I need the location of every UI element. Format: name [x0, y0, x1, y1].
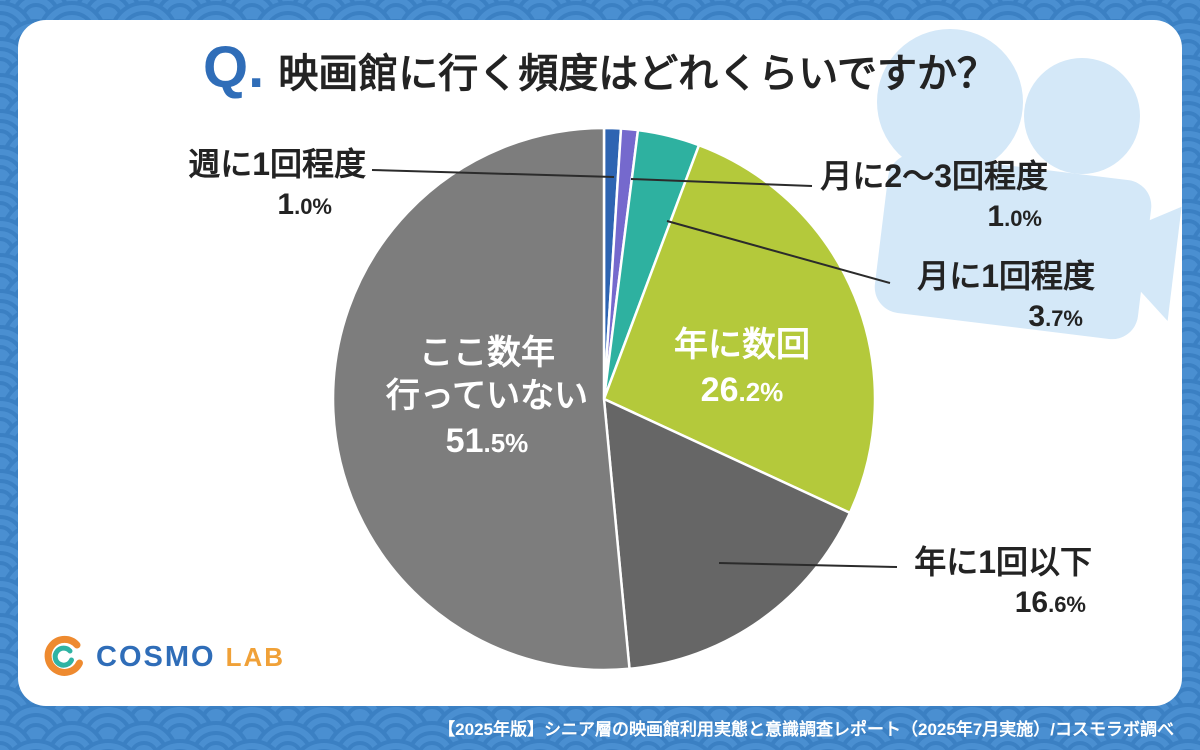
segment-label-text: ここ数年	[419, 334, 555, 372]
callout-once-a-year-or-less: 年に1回以下 16.6%	[848, 544, 1092, 620]
segment-percentage: 26.2%	[700, 370, 784, 409]
segment-label-not-in-years: ここ数年 行っていない 51.5%	[352, 332, 622, 461]
pie-segment-5	[602, 396, 852, 671]
pie-chart	[331, 126, 877, 672]
segment-percentage: 51.5%	[445, 421, 529, 460]
callout-2-3-times-a-month: 月に2～3回程度 1.0%	[790, 158, 1048, 234]
segment-percentage: 3.7%	[1028, 299, 1083, 333]
segment-label-several-times-a-year: 年に数回 26.2%	[628, 324, 856, 410]
callout-once-a-week: 週に1回程度 1.0%	[118, 146, 366, 222]
segment-label-text: 年に1回以下	[914, 544, 1092, 580]
question-text: 映画館に行く頻度はどれくらいですか？	[278, 52, 998, 96]
pie-segment-6	[331, 126, 631, 672]
segment-label-text: 週に1回程度	[188, 146, 366, 182]
callout-once-a-month: 月に1回程度 3.7%	[845, 258, 1095, 334]
segment-percentage: 16.6%	[1014, 585, 1086, 619]
segment-label-text: 年に数回	[674, 326, 810, 364]
source-caption: 【2025年版】シニア層の映画館利用実態と意識調査レポート（2025年7月実施）…	[438, 720, 1174, 739]
q-prefix: Q.	[202, 35, 265, 100]
segment-percentage: 1.0%	[277, 187, 332, 221]
cosmo-lab-logo: COSMO LAB	[40, 634, 285, 680]
logo-text-lab: LAB	[225, 641, 285, 672]
segment-label-text: 行っていない	[385, 376, 589, 415]
segment-label-text: 月に1回程度	[917, 258, 1095, 294]
segment-label-text: 月に2～3回程度	[820, 158, 1048, 194]
segment-percentage: 1.0%	[987, 199, 1042, 233]
question-title: Q. 映画館に行く頻度はどれくらいですか？	[0, 34, 1200, 101]
logo-text-cosmo: COSMO	[96, 640, 216, 673]
cosmo-lab-logo-icon	[44, 635, 83, 676]
